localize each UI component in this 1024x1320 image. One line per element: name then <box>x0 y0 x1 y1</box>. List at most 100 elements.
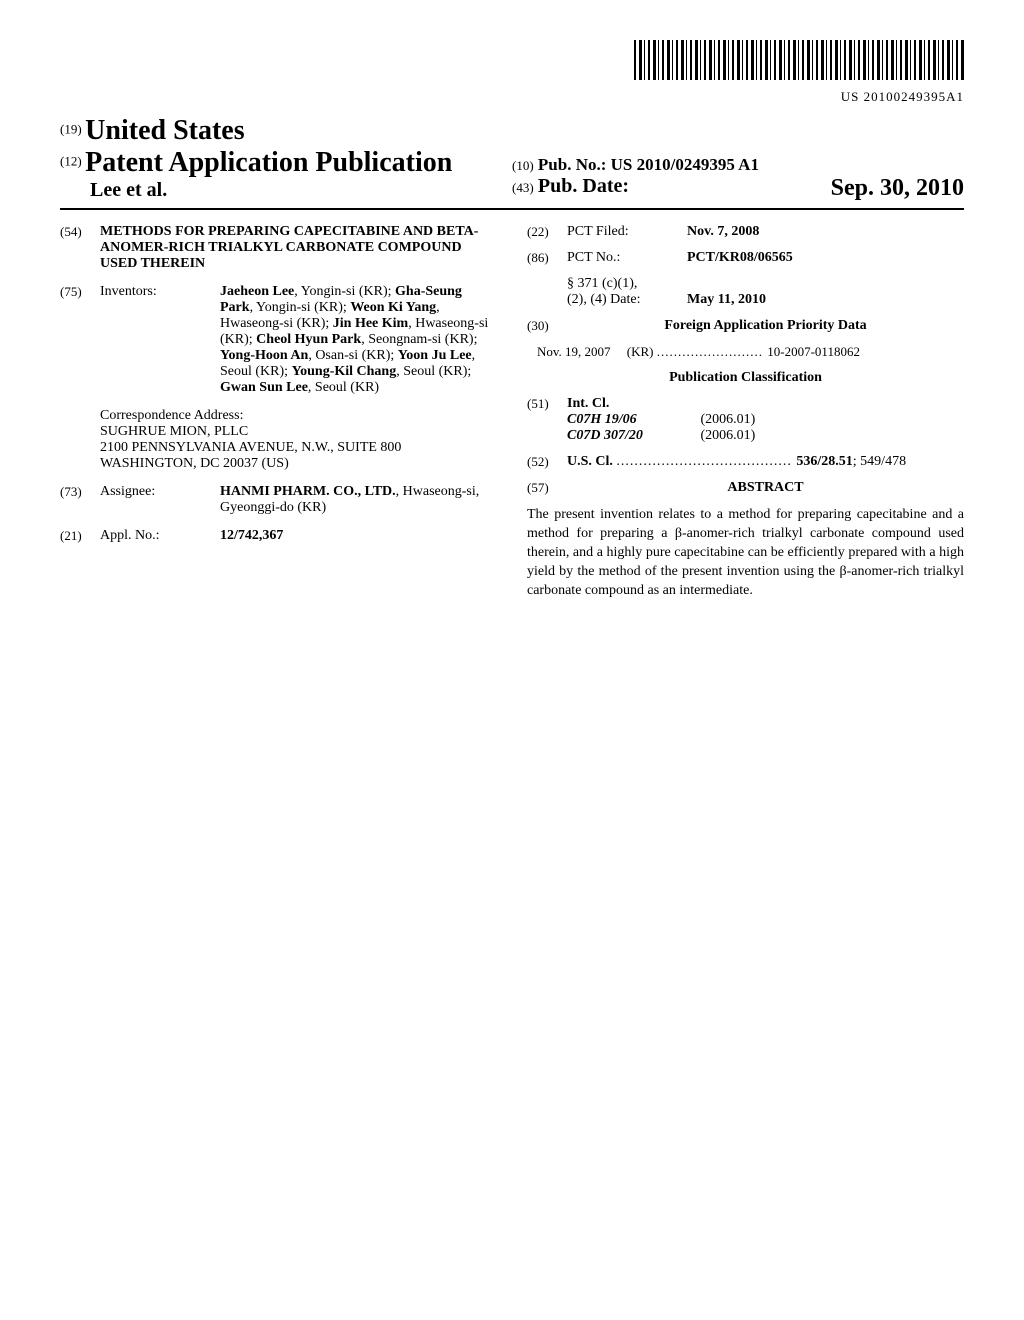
inventors-field: (75) Inventors: Jaeheon Lee, Yongin-si (… <box>60 284 497 396</box>
appl-label: Appl. No.: <box>100 528 220 544</box>
pub-date-value: Sep. 30, 2010 <box>831 175 964 202</box>
intcl-label: Int. Cl. <box>567 396 755 412</box>
pct-no-field: (86) PCT No.: PCT/KR08/06565 <box>527 250 964 266</box>
abstract-heading: ABSTRACT <box>567 480 964 496</box>
pct-no-label: PCT No.: <box>567 250 687 266</box>
inventor-name: Jin Hee Kim <box>333 316 408 331</box>
assignee-name: HANMI PHARM. CO., LTD. <box>220 484 396 499</box>
abstract-text: The present invention relates to a metho… <box>527 506 964 600</box>
uscl-dots: ....................................... <box>616 454 796 469</box>
title-text: METHODS FOR PREPARING CAPECITABINE AND B… <box>100 224 497 272</box>
inventor-loc: , Osan-si (KR); <box>308 348 397 363</box>
inventor-name: Young-Kil Chang <box>292 364 397 379</box>
inventor-loc: , Yongin-si (KR); <box>250 300 351 315</box>
pub-date-line: (43) Pub. Date: Sep. 30, 2010 <box>512 175 964 198</box>
uscl-content: U.S. Cl. ...............................… <box>567 454 906 470</box>
inventors-num: (75) <box>60 284 100 396</box>
pub-date-label: Pub. Date: <box>538 175 629 197</box>
inventor-loc: , Seongnam-si (KR); <box>361 332 477 347</box>
inventor-loc: , Seoul (KR); <box>396 364 471 379</box>
header-divider <box>60 208 964 210</box>
prefix-12: (12) <box>60 153 82 168</box>
appl-field: (21) Appl. No.: 12/742,367 <box>60 528 497 544</box>
inventors-label: Inventors: <box>100 284 220 396</box>
barcode-section: US 20100249395A1 <box>60 40 964 105</box>
abstract-num: (57) <box>527 480 567 496</box>
intcl-num: (51) <box>527 396 567 444</box>
country: United States <box>85 115 244 146</box>
pct-filed-value: Nov. 7, 2008 <box>687 224 759 240</box>
assignee-num: (73) <box>60 484 100 516</box>
pct-filed-num: (22) <box>527 224 567 240</box>
intcl-row: C07H 19/06 (2006.01) <box>567 412 755 428</box>
s371-value: May 11, 2010 <box>687 292 766 308</box>
inventor-name: Weon Ki Yang <box>350 300 436 315</box>
appl-value-text: 12/742,367 <box>220 528 283 543</box>
pct-filed-field: (22) PCT Filed: Nov. 7, 2008 <box>527 224 964 240</box>
pub-no: US 2010/0249395 A1 <box>611 155 759 174</box>
appl-num: (21) <box>60 528 100 544</box>
correspondence-line: 2100 PENNSYLVANIA AVENUE, N.W., SUITE 80… <box>100 440 497 456</box>
assignee-content: HANMI PHARM. CO., LTD., Hwaseong-si, Gye… <box>220 484 497 516</box>
intcl-year: (2006.01) <box>701 412 756 427</box>
intcl-code: C07H 19/06 <box>567 412 697 428</box>
priority-app: 10-2007-0118062 <box>767 344 860 359</box>
pct-filed-label: PCT Filed: <box>567 224 687 240</box>
pub-class-heading: Publication Classification <box>527 370 964 386</box>
correspondence-block: Correspondence Address: SUGHRUE MION, PL… <box>100 408 497 472</box>
intcl-year: (2006.01) <box>701 428 756 443</box>
priority-dots: ......................... <box>657 344 768 359</box>
priority-country: (KR) <box>627 344 654 359</box>
barcode-graphic <box>634 40 964 80</box>
priority-line: Nov. 19, 2007 (KR) .....................… <box>527 344 964 360</box>
inventor-name: Yong-Hoon An <box>220 348 308 363</box>
inventor-name: Cheol Hyun Park <box>256 332 361 347</box>
foreign-heading: Foreign Application Priority Data <box>567 318 964 334</box>
pub-no-label: Pub. No.: <box>538 155 606 174</box>
uscl-field: (52) U.S. Cl. ..........................… <box>527 454 964 470</box>
correspondence-line: SUGHRUE MION, PLLC <box>100 424 497 440</box>
uscl-secondary: ; 549/478 <box>853 454 906 469</box>
barcode-text: US 20100249395A1 <box>60 89 964 105</box>
intcl-content: Int. Cl. C07H 19/06 (2006.01) C07D 307/2… <box>567 396 755 444</box>
assignee-field: (73) Assignee: HANMI PHARM. CO., LTD., H… <box>60 484 497 516</box>
header-left: (19) United States (12) Patent Applicati… <box>60 115 512 202</box>
header-right: (10) Pub. No.: US 2010/0249395 A1 (43) P… <box>512 155 964 202</box>
prefix-43: (43) <box>512 180 534 195</box>
prefix-19: (19) <box>60 121 82 136</box>
uscl-label: U.S. Cl. <box>567 454 613 469</box>
left-column: (54) METHODS FOR PREPARING CAPECITABINE … <box>60 224 497 600</box>
uscl-primary: 536/28.51 <box>796 454 852 469</box>
assignee-label: Assignee: <box>100 484 220 516</box>
inventor-name: Yoon Ju Lee <box>398 348 472 363</box>
title-num: (54) <box>60 224 100 272</box>
right-column: (22) PCT Filed: Nov. 7, 2008 (86) PCT No… <box>527 224 964 600</box>
main-columns: (54) METHODS FOR PREPARING CAPECITABINE … <box>60 224 964 600</box>
s371-block: § 371 (c)(1), (2), (4) Date: May 11, 201… <box>567 276 964 308</box>
country-line: (19) United States <box>60 115 512 147</box>
intcl-row: C07D 307/20 (2006.01) <box>567 428 755 444</box>
prefix-10: (10) <box>512 158 534 173</box>
header: (19) United States (12) Patent Applicati… <box>60 115 964 202</box>
s371-row: (2), (4) Date: May 11, 2010 <box>567 292 964 308</box>
s371-label2: (2), (4) Date: <box>567 292 687 308</box>
pub-type: Patent Application Publication <box>85 147 452 178</box>
pct-no-num: (86) <box>527 250 567 266</box>
appl-value: 12/742,367 <box>220 528 497 544</box>
inventor-loc: , Yongin-si (KR); <box>294 284 395 299</box>
abstract-heading-row: (57) ABSTRACT <box>527 480 964 496</box>
intcl-field: (51) Int. Cl. C07H 19/06 (2006.01) C07D … <box>527 396 964 444</box>
pct-no-value: PCT/KR08/06565 <box>687 250 793 266</box>
foreign-num: (30) <box>527 318 567 334</box>
correspondence-label: Correspondence Address: <box>100 408 497 424</box>
s371-label1: § 371 (c)(1), <box>567 276 964 292</box>
correspondence-line: WASHINGTON, DC 20037 (US) <box>100 456 497 472</box>
intcl-code: C07D 307/20 <box>567 428 697 444</box>
title-field: (54) METHODS FOR PREPARING CAPECITABINE … <box>60 224 497 272</box>
priority-date: Nov. 19, 2007 <box>537 344 611 359</box>
pub-type-line: (12) Patent Application Publication <box>60 147 512 179</box>
authors-line: Lee et al. <box>60 179 512 202</box>
foreign-heading-row: (30) Foreign Application Priority Data <box>527 318 964 334</box>
uscl-num: (52) <box>527 454 567 470</box>
inventor-loc: , Seoul (KR) <box>308 380 379 395</box>
